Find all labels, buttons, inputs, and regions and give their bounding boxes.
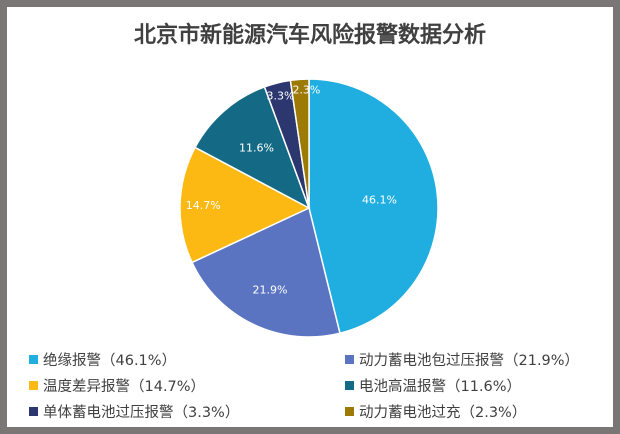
legend-item: 单体蓄电池过压报警（3.3%） (29, 401, 239, 422)
legend-item: 温度差异报警（14.7%） (29, 375, 205, 396)
legend-label: 动力蓄电池包过压报警（21.9%） (359, 353, 580, 369)
legend-swatch-icon (345, 381, 354, 390)
legend-label: 动力蓄电池过充（2.3%） (359, 405, 527, 421)
legend-label: 温度差异报警（14.7%） (43, 379, 206, 395)
legend-swatch-icon (29, 355, 38, 364)
legend-swatch-icon (345, 407, 354, 416)
chart-frame: 北京市新能源汽车风险报警数据分析 46.1% 21.9% 14.7% 11.6% 3.3… (7, 7, 613, 427)
pie-slice (179, 146, 311, 264)
pie-chart: 46.1% 21.9% 14.7% 11.6% 3.3%2.3% (179, 78, 439, 338)
legend-label: 绝缘报警（46.1%） (43, 353, 177, 369)
slice-data-label: 21.9% (253, 283, 288, 296)
slice-data-label: 46.1% (362, 193, 397, 206)
legend-item: 绝缘报警（46.1%） (29, 349, 176, 370)
slice-data-label: 14.7% (186, 199, 221, 212)
legend-label: 电池高温报警（11.6%） (359, 379, 522, 395)
legend-item: 动力蓄电池过充（2.3%） (345, 401, 526, 422)
pie-slice (289, 78, 310, 209)
legend-swatch-icon (345, 355, 354, 364)
legend-item: 动力蓄电池包过压报警（21.9%） (345, 349, 579, 370)
legend-swatch-icon (29, 381, 38, 390)
pie-slice (194, 85, 311, 210)
pie-slice (191, 206, 341, 338)
legend-swatch-icon (29, 407, 38, 416)
slice-data-label: 3.3% (266, 89, 294, 102)
slice-data-label: 2.3% (292, 84, 320, 97)
slice-data-label: 11.6% (239, 142, 274, 155)
chart-title: 北京市新能源汽车风险报警数据分析 (133, 23, 486, 48)
legend-item: 电池高温报警（11.6%） (345, 375, 521, 396)
pie-slice (308, 78, 439, 335)
legend-label: 单体蓄电池过压报警（3.3%） (43, 405, 240, 421)
